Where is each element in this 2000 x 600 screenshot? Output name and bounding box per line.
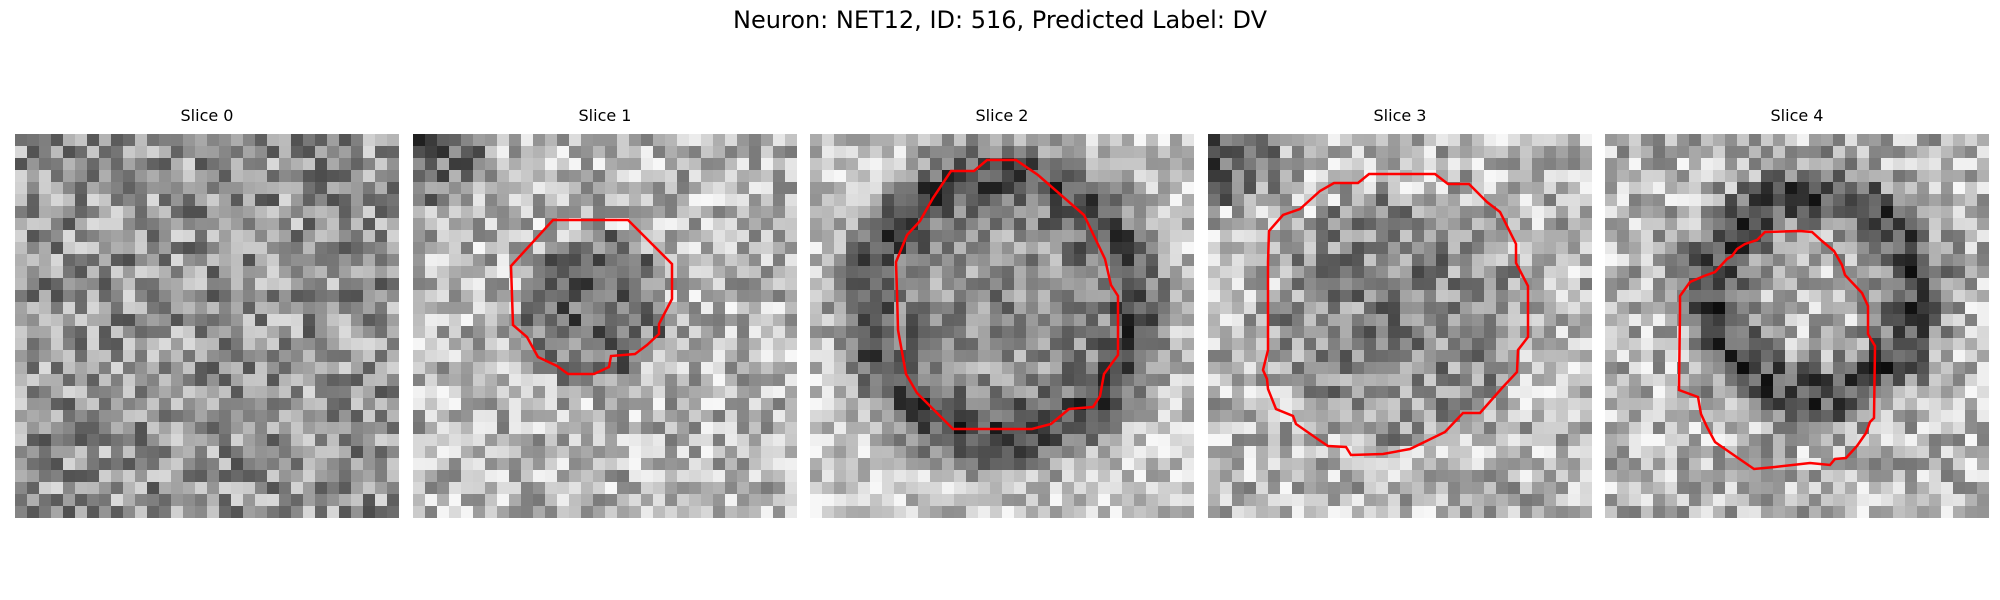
slice-image-4 [1605,134,1989,518]
slice-panel-4: Slice 4 [1605,106,1989,526]
pixel-grid [1208,134,1592,518]
slice-panel-3: Slice 3 [1208,106,1592,526]
figure-title: Neuron: NET12, ID: 516, Predicted Label:… [732,6,1268,34]
slice-title: Slice 2 [975,106,1029,125]
slice-image-2 [810,134,1194,518]
slice-title: Slice 0 [180,106,234,125]
slice-image-1 [413,134,797,518]
slice-image-3 [1208,134,1592,518]
slice-panel-0: Slice 0 [15,106,399,526]
roi-contour [1677,229,1877,471]
slice-image-0 [15,134,399,518]
roi-contour [894,158,1120,431]
slice-panel-2: Slice 2 [810,106,1194,526]
pixel-grid [413,134,797,518]
pixel-grid [810,134,1194,518]
roi-contour [509,218,674,376]
slice-title: Slice 1 [578,106,632,125]
pixel-grid [1605,134,1989,518]
slice-title: Slice 3 [1373,106,1427,125]
slice-title: Slice 4 [1770,106,1824,125]
slice-panel-1: Slice 1 [413,106,797,526]
pixel-grid [15,134,399,518]
roi-contour [1261,172,1530,457]
